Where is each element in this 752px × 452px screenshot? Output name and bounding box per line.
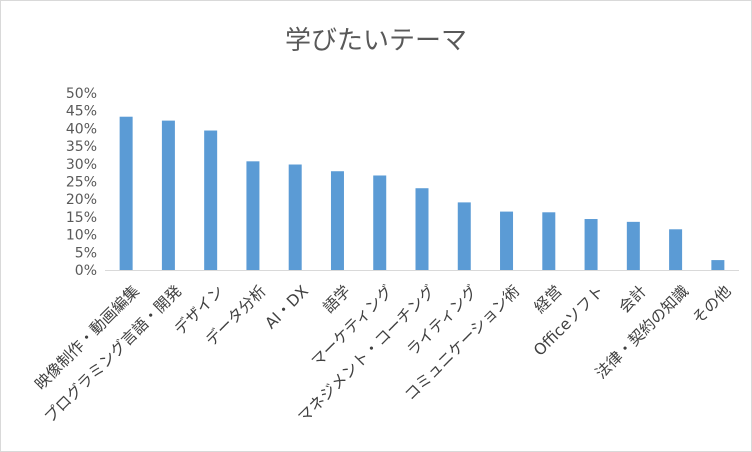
- x-tick-label: その他: [689, 282, 735, 328]
- y-tick-label: 20%: [66, 192, 97, 208]
- bar: [584, 219, 598, 270]
- y-axis-ticks: 0% 5%10% 15% 20%25% 30% 35% 40%45% 50%: [66, 86, 97, 279]
- bar: [246, 161, 260, 270]
- bar: [669, 229, 683, 270]
- y-tick-label: 5%: [75, 245, 97, 261]
- bar: [119, 116, 133, 270]
- bar: [330, 171, 344, 270]
- y-tick-label: 45%: [66, 104, 97, 120]
- bar: [373, 175, 387, 270]
- chart-title: 学びたいテーマ: [285, 26, 467, 56]
- y-tick-label: 50%: [66, 86, 97, 102]
- bar: [161, 120, 175, 270]
- bar: [542, 212, 556, 270]
- bar-series: [119, 116, 725, 270]
- x-tick-label: 会計: [615, 282, 650, 317]
- bar: [711, 260, 725, 270]
- y-tick-label: 35%: [66, 139, 97, 155]
- bar: [288, 164, 302, 270]
- y-tick-label: 15%: [66, 210, 97, 226]
- y-tick-label: 40%: [66, 121, 97, 137]
- x-tick-label: AI・DX: [262, 282, 313, 333]
- bar: [500, 211, 514, 270]
- y-tick-label: 0%: [75, 263, 97, 279]
- y-tick-label: 30%: [66, 157, 97, 173]
- bar: [415, 188, 429, 270]
- y-tick-label: 10%: [66, 228, 97, 244]
- x-tick-label: 経営: [531, 282, 566, 317]
- bar: [626, 221, 640, 270]
- bar: [457, 202, 471, 270]
- bar: [204, 130, 218, 270]
- y-tick-label: 25%: [66, 175, 97, 191]
- x-tick-label: 語学: [320, 282, 355, 317]
